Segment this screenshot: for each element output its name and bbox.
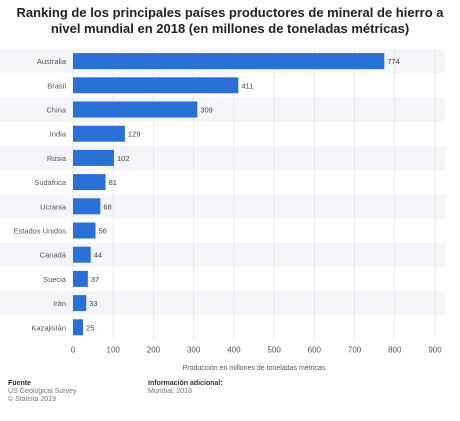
value-labels: 774 411 309 129 102 81 68 56 44 37 33 25 bbox=[86, 57, 400, 332]
value-label: 309 bbox=[200, 106, 213, 115]
bar bbox=[73, 53, 385, 70]
x-axis-label: Producción en millones de toneladas métr… bbox=[183, 365, 326, 372]
bars bbox=[73, 53, 385, 336]
value-label: 102 bbox=[117, 154, 130, 163]
category-label: Irán bbox=[53, 299, 66, 308]
x-tick-label: 200 bbox=[147, 345, 161, 354]
bar bbox=[73, 149, 115, 166]
value-label: 33 bbox=[89, 299, 97, 308]
x-tick-label: 900 bbox=[428, 345, 442, 354]
bar bbox=[73, 198, 101, 215]
value-label: 56 bbox=[99, 227, 107, 236]
row-band bbox=[0, 291, 445, 316]
value-label: 129 bbox=[128, 130, 141, 139]
row-band bbox=[0, 194, 445, 219]
bar bbox=[73, 125, 125, 142]
info-line: Mundial; 2018 bbox=[148, 388, 192, 395]
value-label: 44 bbox=[94, 251, 102, 260]
category-label: Estados Unidos bbox=[13, 227, 66, 236]
category-labels: Australia Brasil China India Rusia Sudáfrica U… bbox=[13, 57, 66, 332]
bar bbox=[73, 270, 88, 287]
category-label: Ucrania bbox=[40, 202, 67, 211]
bar bbox=[73, 101, 198, 118]
row-band bbox=[0, 145, 445, 170]
category-label: China bbox=[46, 106, 66, 115]
value-label: 25 bbox=[86, 323, 94, 332]
x-tick-label: 800 bbox=[388, 345, 402, 354]
category-label: Brasil bbox=[47, 81, 66, 90]
category-label: Kazajistán bbox=[31, 323, 66, 332]
category-label: India bbox=[50, 130, 67, 139]
category-label: Canadá bbox=[40, 251, 67, 260]
info-block: Información adicional: Mundial; 2018 bbox=[148, 380, 223, 396]
bar bbox=[73, 77, 239, 94]
x-tick-label: 700 bbox=[348, 345, 362, 354]
value-label: 37 bbox=[91, 275, 99, 284]
bar bbox=[73, 319, 84, 336]
info-label: Información adicional: bbox=[148, 380, 223, 387]
bar bbox=[73, 222, 96, 239]
category-label: Suecia bbox=[43, 275, 67, 284]
x-tick-label: 300 bbox=[187, 345, 201, 354]
category-label: Australia bbox=[37, 57, 67, 66]
bar bbox=[73, 295, 87, 312]
x-tick-label: 600 bbox=[308, 345, 322, 354]
row-band bbox=[0, 97, 445, 122]
source-line: US Geological Survey bbox=[8, 388, 77, 395]
x-tick-label: 100 bbox=[107, 345, 121, 354]
value-label: 774 bbox=[387, 57, 400, 66]
value-label: 81 bbox=[109, 178, 117, 187]
value-label: 68 bbox=[103, 202, 111, 211]
x-tick-label: 400 bbox=[227, 345, 241, 354]
value-label: 411 bbox=[241, 81, 253, 90]
copyright-line: © Statista 2019 bbox=[8, 396, 56, 403]
x-tick-label: 500 bbox=[267, 345, 281, 354]
x-tick-label: 0 bbox=[71, 345, 76, 354]
category-label: Sudáfrica bbox=[34, 178, 67, 187]
category-label: Rusia bbox=[47, 154, 67, 163]
bar bbox=[73, 246, 91, 263]
chart-title: Ranking de los principales países produc… bbox=[16, 5, 444, 36]
x-tick-labels: 0 100 200 300 400 500 600 700 800 900 bbox=[71, 345, 442, 354]
bar bbox=[73, 174, 106, 191]
source-block: Fuente US Geological Survey © Statista 2… bbox=[8, 380, 76, 404]
source-label: Fuente bbox=[8, 380, 31, 387]
row-band bbox=[0, 242, 445, 267]
grid-lines bbox=[72, 49, 436, 340]
